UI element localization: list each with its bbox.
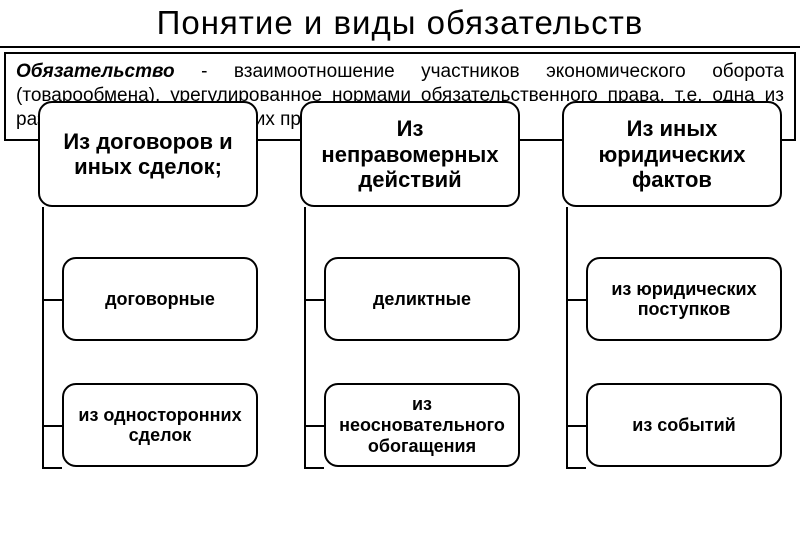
col1-child1: из неосновательного обогащения [324, 383, 520, 467]
col0-elbow0 [42, 299, 62, 301]
column-1: Из неправомерных действий деликтные из н… [280, 101, 520, 467]
column-0: Из договоров и иных сделок; договорные и… [18, 101, 258, 467]
col0-trunk [42, 207, 44, 467]
definition-term: Обязательство [16, 61, 175, 82]
col2-trunk [566, 207, 568, 467]
col0-elbow-end [42, 467, 62, 469]
col1-header: Из неправомерных действий [300, 101, 520, 207]
col2-elbow-end [566, 467, 586, 469]
diagram-columns: Из договоров и иных сделок; договорные и… [0, 101, 800, 467]
col1-elbow0 [304, 299, 324, 301]
col1-elbow1 [304, 425, 324, 427]
col2-elbow0 [566, 299, 586, 301]
col0-child1: из односторонних сделок [62, 383, 258, 467]
col1-trunk [304, 207, 306, 467]
page-title: Понятие и виды обязательств [0, 0, 800, 48]
col2-elbow1 [566, 425, 586, 427]
col0-child0: договорные [62, 257, 258, 341]
col0-elbow1 [42, 425, 62, 427]
col1-child0: деликтные [324, 257, 520, 341]
column-2: Из иных юридических фактов из юридически… [542, 101, 782, 467]
col1-elbow-end [304, 467, 324, 469]
col0-header: Из договоров и иных сделок; [38, 101, 258, 207]
col2-header: Из иных юридических фактов [562, 101, 782, 207]
col2-child1: из событий [586, 383, 782, 467]
col2-child0: из юридических поступков [586, 257, 782, 341]
